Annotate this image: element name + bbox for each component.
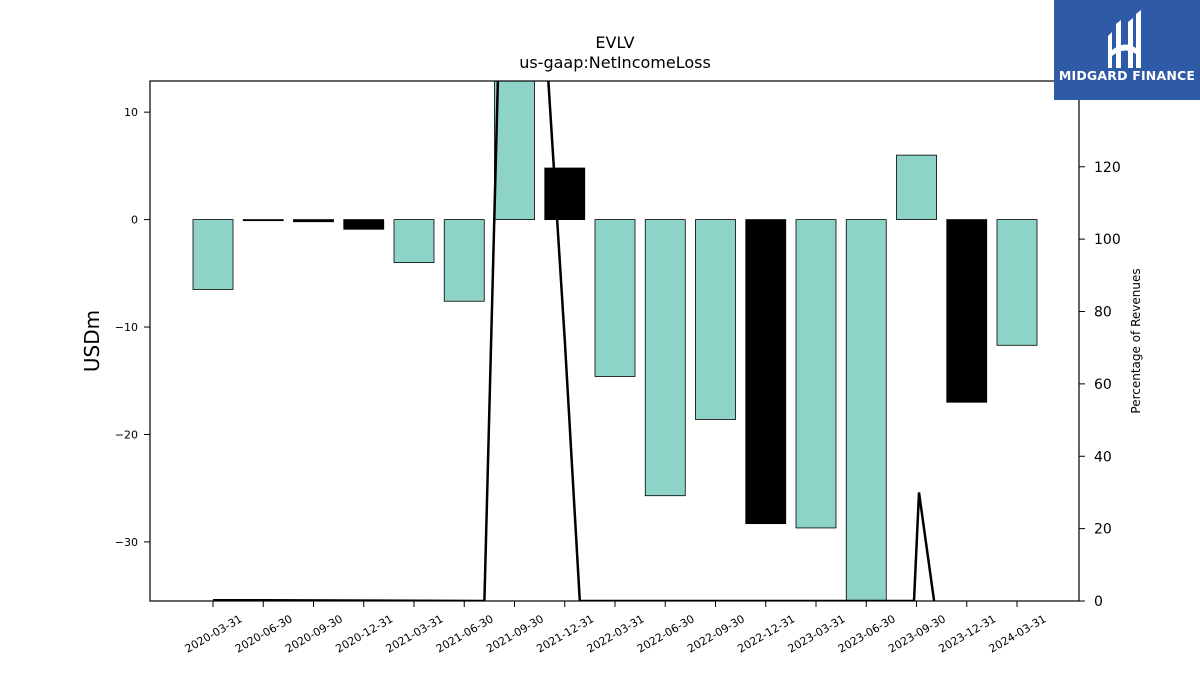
bar-2023-03-31	[795, 219, 837, 529]
y2-tick-label: 120	[1094, 160, 1121, 176]
y2-tick-label: 100	[1094, 232, 1121, 248]
x-tick-label: 2024-03-31	[987, 612, 1049, 655]
y2-tick-label: 80	[1094, 305, 1112, 321]
bar-2023-06-30	[845, 219, 887, 601]
y-tick-label: −30	[115, 536, 138, 549]
bar-2021-12-31	[544, 167, 586, 220]
y-tick-label: 0	[131, 214, 138, 227]
y-tick-label: −10	[115, 321, 138, 334]
bar-2022-03-31	[594, 219, 636, 377]
chart-subtitle: us-gaap:NetIncomeLoss	[519, 53, 711, 72]
bar-2021-03-31	[393, 219, 435, 263]
midgard-finance-logo: MIDGARD FINANCE	[1054, 0, 1200, 100]
bar-2022-12-31	[745, 219, 787, 525]
logo-text: MIDGARD FINANCE	[1058, 68, 1196, 83]
y2-tick-label: 60	[1094, 377, 1112, 393]
bar-2020-03-31	[192, 219, 234, 290]
y2-tick-label: 40	[1094, 449, 1112, 465]
bar-2023-09-30	[896, 154, 937, 220]
bar-2023-12-31	[946, 219, 988, 403]
y2-tick-label: 20	[1094, 522, 1112, 538]
bar-2021-06-30	[443, 219, 485, 302]
bar-2020-06-30	[242, 219, 284, 222]
bar-2022-09-30	[695, 219, 736, 420]
logo-mark-icon	[1108, 10, 1141, 68]
bar-2020-09-30	[293, 219, 334, 223]
chart-title: EVLV	[595, 33, 634, 52]
plot-frame	[149, 80, 1080, 602]
bar-2022-06-30	[644, 219, 686, 497]
y-tick-label: −20	[115, 428, 138, 441]
bar-2020-12-31	[343, 219, 385, 230]
y2-tick-label: 0	[1094, 594, 1103, 610]
bar-2024-03-31	[996, 219, 1038, 346]
y2-axis-label: Percentage of Revenues	[1129, 268, 1143, 413]
bar-2021-09-30	[494, 81, 535, 220]
y-tick-label: 10	[124, 106, 138, 119]
y-axis-label: USDm	[80, 310, 104, 372]
